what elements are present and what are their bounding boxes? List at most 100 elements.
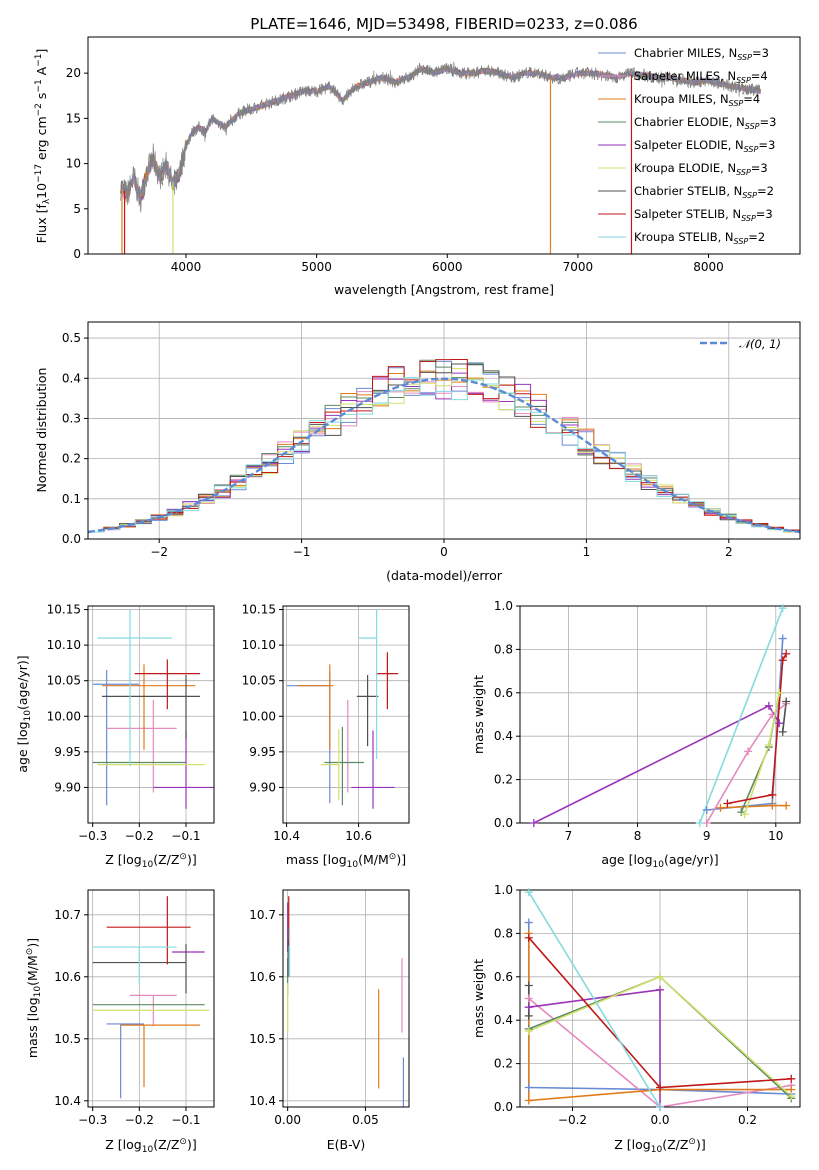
y-tick-label: 0.6 [494,970,513,984]
x-tick-label: 1 [583,545,591,559]
legend-entry: 𝒩(0, 1) [739,337,781,351]
legend-nssp-value: =3 [751,161,768,175]
panel-spectrum: 4000 5000 6000 7000 8000 0 5 10 15 20 Chabrier MIL… [34,36,801,297]
y-tick-label: 0.3 [62,411,81,425]
mass-weight-marker [768,710,777,719]
y-axis-label-part: ⊙ [25,948,35,956]
y-tick-label: 10.10 [47,638,81,652]
x-tick-label: −0.2 [125,829,154,843]
mass-weight-line [706,638,784,811]
legend-entry: Salpeter STELIB, NSSP=3 [634,207,773,223]
legend-nssp-sub: SSP [742,191,757,200]
legend-series-name: Chabrier MILES, N [634,46,737,60]
y-tick-label: 1.0 [494,883,513,897]
y-tick-label: 9.90 [54,780,81,794]
model-spectrum-line [120,65,761,202]
plot-area [92,609,214,809]
legend-entry: Kroupa STELIB, NSSP=2 [634,230,765,246]
legend-series-name: Salpeter MILES, N [634,69,736,83]
mass-weight-marker [524,1003,533,1012]
y-tick-label: 9.90 [249,780,276,794]
y-tick-label: 0.2 [62,452,81,466]
x-axis-label-part: 10 [347,860,359,870]
legend-nssp-value: =2 [757,184,774,198]
x-axis-label-part: )] [696,1137,706,1152]
x-axis-label-part: (Z/Z [662,1137,688,1152]
y-axis-label-part: 10 [23,710,33,722]
mass-weight-marker [702,805,711,814]
y-axis-label-part: mass [log [25,997,40,1058]
panel-residuals: −2 −1 0 1 2 0.0 0.1 0.2 0.3 0.4 0.5 𝒩(0, 1) (data-mo… [34,321,801,583]
observed-spectrum-line [120,61,762,213]
axes-frame [519,605,801,824]
x-axis-label-part: Z [log [105,852,141,867]
legend-nssp-value: =3 [752,46,769,60]
axes-frame [282,889,410,1108]
mass-weight-marker [764,701,773,710]
x-tick-label: 0 [440,545,448,559]
legend-series-name: Chabrier STELIB, N [634,184,742,198]
mass-weight-marker [524,981,533,990]
x-tick-label: 5000 [301,260,332,274]
mass-weight-marker [529,819,538,827]
y-tick-label: 10.10 [242,638,276,652]
y-axis-label-part: )] [25,938,40,948]
y-tick-label: 0.2 [494,773,513,787]
x-axis-label-part: (Z/Z [153,1137,179,1152]
legend-nssp-value: =3 [758,138,775,152]
legend-nssp-value: =4 [743,92,760,106]
y-tick-label: 0.6 [494,686,513,700]
x-axis-label-part: mass [log [286,852,347,867]
y-axis-label-part: λ [42,198,52,204]
legend-nssp-value: =4 [751,69,768,83]
x-tick-label: −0.3 [78,1113,107,1127]
model-spectrum-line [120,65,761,203]
y-axis-label-part: −2 [34,103,44,116]
y-tick-label: 10.7 [249,908,276,922]
y-axis-label: age [log10(age/yr)] [15,655,33,772]
y-tick-label: 10.7 [54,908,81,922]
mass-weight-marker [524,1083,533,1092]
y-tick-label: 10.00 [47,709,81,723]
y-axis-label-part: 10 [34,183,49,199]
y-tick-label: 0.8 [494,642,513,656]
y-axis-label-part: s [34,93,49,104]
mass-weight-marker [782,801,791,810]
y-tick-label: 10.6 [249,970,276,984]
plot-area [92,896,210,1099]
y-axis-label: mass weight [471,959,486,1038]
mass-weight-marker [695,819,704,827]
histogram-step [88,363,800,533]
axes-frame [282,605,410,824]
y-tick-label: 0.0 [62,532,81,546]
y-axis-label: mass [log10(M/M⊙)] [25,938,43,1058]
panel-age_vs_mass: 10.4 10.6 9.90 9.95 10.00 10.05 10.10 10.15 mass… [242,603,410,870]
y-axis-label-part: erg cm [34,116,49,164]
x-axis-label-part: Z [log [105,1137,141,1152]
legend-nssp-sub: SSP [734,237,749,246]
x-tick-label: 10.6 [345,829,372,843]
y-tick-label: 1.0 [494,599,513,613]
y-tick-label: 10.5 [249,1032,276,1046]
mass-weight-marker [524,918,533,927]
mass-weight-marker [524,933,533,942]
legend-nssp-value: =3 [760,115,777,129]
x-axis-label-part: ⊙ [688,1137,696,1147]
x-tick-label: −2 [150,545,168,559]
model-spectrum-line [120,65,761,201]
model-spectrum-line [120,64,761,203]
x-axis-label-part: ⊙ [179,852,187,862]
mass-weight-marker [744,747,753,756]
normal-curve [88,377,800,534]
mass-weight-marker [702,819,711,827]
y-tick-label: 0.4 [494,1013,513,1027]
y-axis-label-part: age [log [15,721,30,772]
x-axis-label: wavelength [Angstrom, rest frame] [334,282,554,297]
y-axis-label: Normed distribution [34,368,49,493]
histogram-step [88,377,800,533]
y-tick-label: 9.95 [54,745,81,759]
x-axis-label: age [log10(age/yr)] [601,852,718,870]
legend-entry: Kroupa MILES, NSSP=4 [634,92,760,108]
y-tick-label: 0.4 [494,729,513,743]
y-tick-label: 10.05 [47,674,81,688]
